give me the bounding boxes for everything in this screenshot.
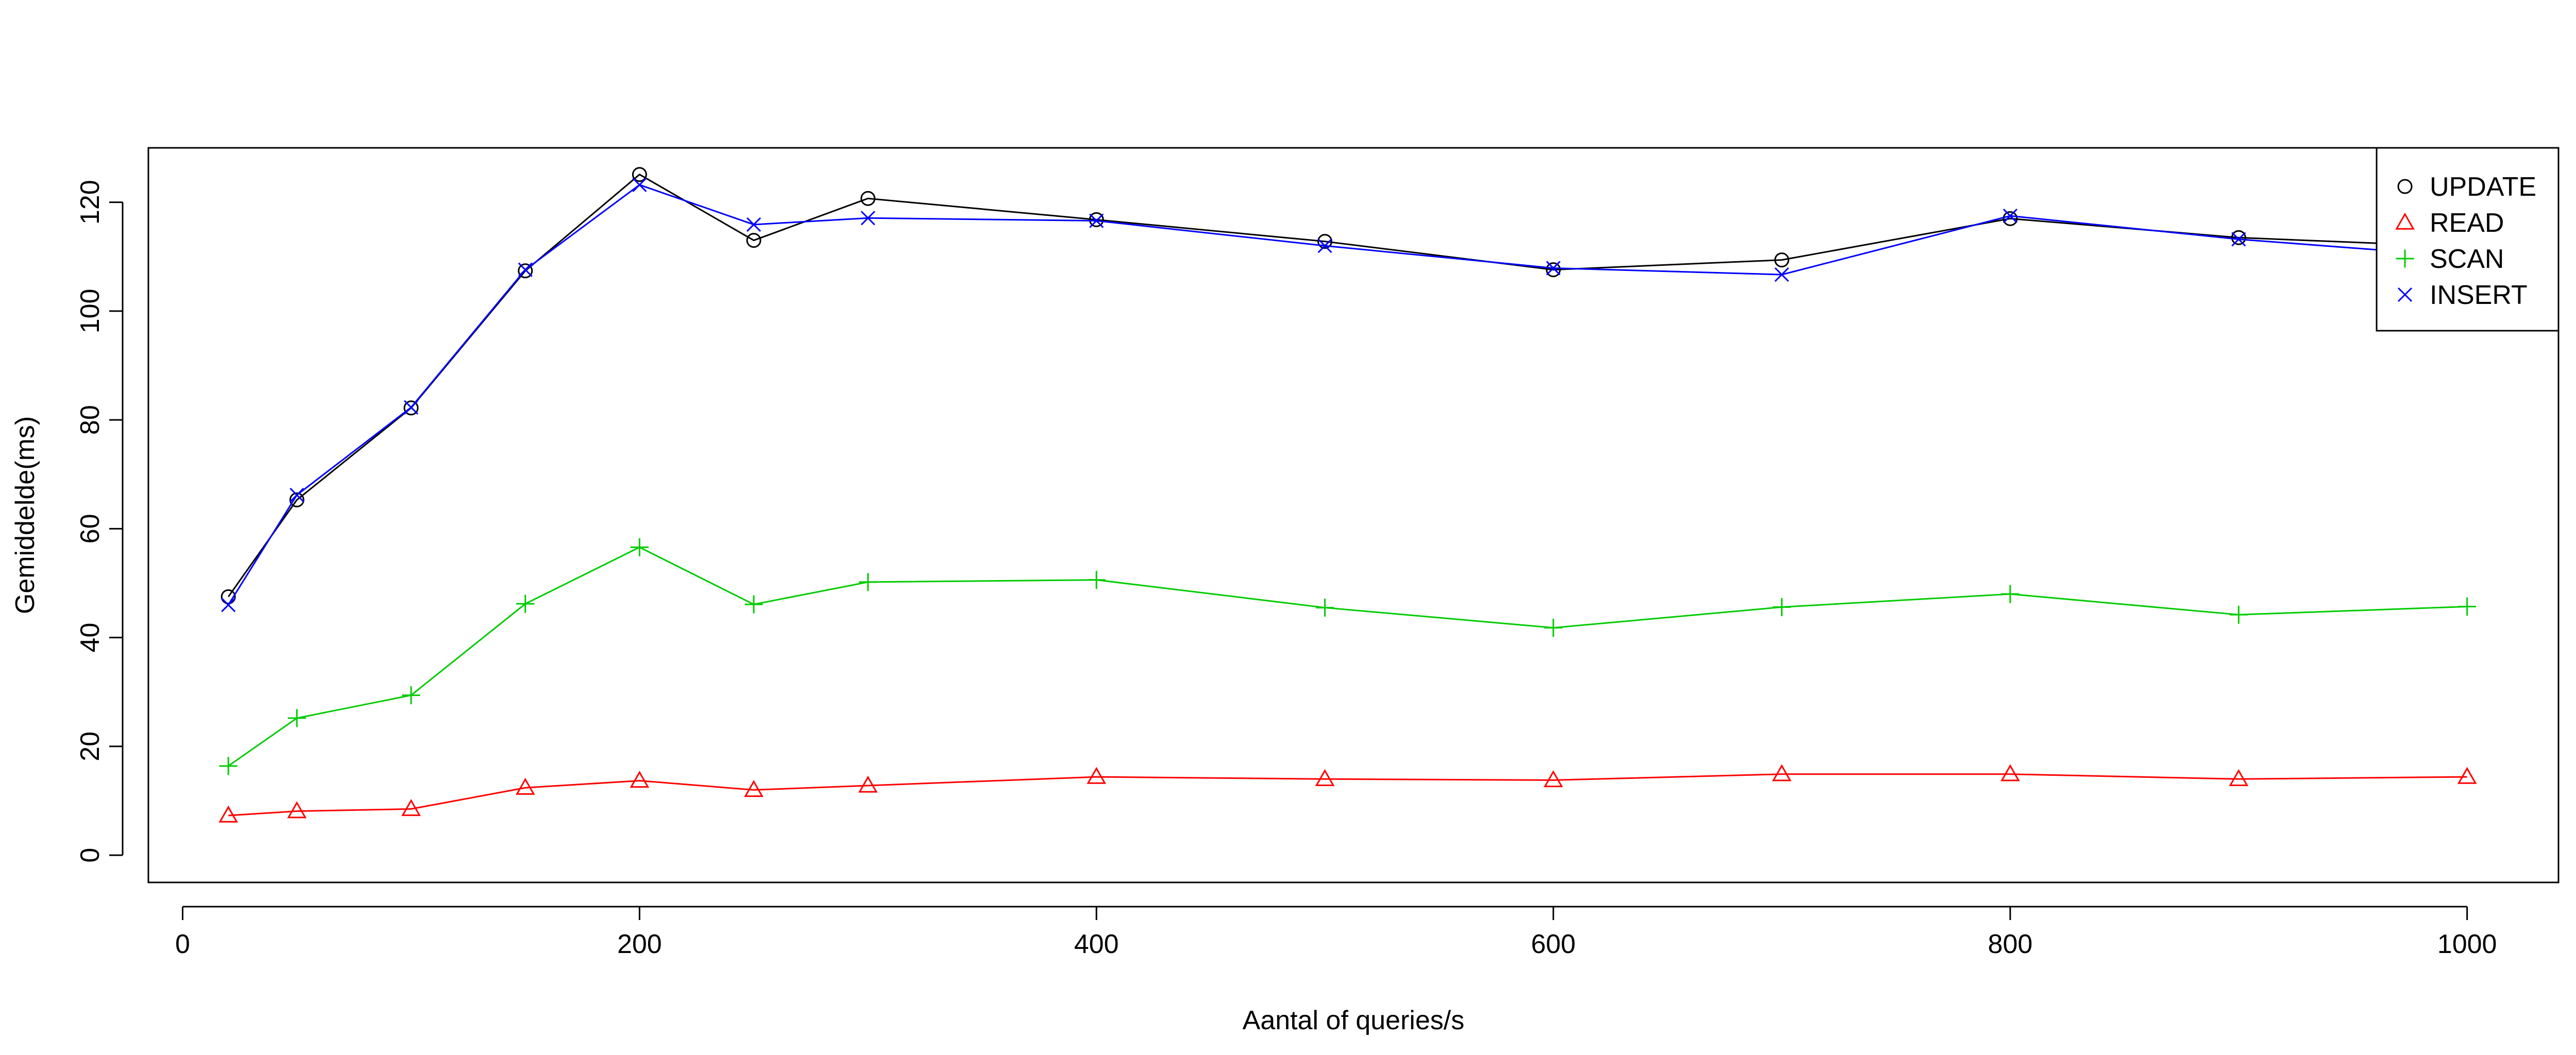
data-point-insert <box>1546 261 1561 276</box>
series-line-insert <box>227 184 2467 606</box>
series-line-read <box>228 773 2467 816</box>
data-point-read <box>1315 769 1335 786</box>
data-point-insert <box>290 487 304 502</box>
series-update <box>221 167 2475 604</box>
y-tick-label: 0 <box>75 848 105 863</box>
y-axis-label: Gemiddelde(ms) <box>10 416 40 614</box>
y-tick-label: 120 <box>75 180 105 225</box>
data-point-scan <box>516 594 535 613</box>
data-point-read <box>287 801 307 819</box>
data-point-insert <box>1774 267 1789 282</box>
legend-item-scan: SCAN <box>2396 244 2504 274</box>
data-point-insert <box>1089 213 1104 228</box>
data-point-scan <box>1316 599 1334 617</box>
data-point-scan <box>2229 605 2248 624</box>
series-line-scan <box>228 546 2467 767</box>
data-point-update <box>746 233 761 248</box>
data-point-scan <box>2001 585 2020 603</box>
data-point-insert <box>1317 239 1332 253</box>
data-point-scan <box>1544 619 1563 637</box>
data-point-scan <box>219 757 238 775</box>
data-point-read <box>401 799 421 816</box>
data-point-read <box>515 777 535 795</box>
legend-marker-update <box>2397 179 2413 194</box>
data-point-scan <box>1087 571 1106 589</box>
legend-marker-scan <box>2396 249 2414 268</box>
data-point-update <box>518 263 533 279</box>
data-point-read <box>1772 764 1792 781</box>
x-tick-label: 0 <box>175 929 190 959</box>
series-insert <box>221 177 2475 612</box>
x-tick-label: 400 <box>1074 929 1119 959</box>
legend: UPDATE READ SCAN INSERT <box>2376 147 2560 332</box>
data-point-update <box>1317 234 1333 249</box>
data-point-read <box>2000 764 2020 781</box>
data-point-insert <box>746 217 761 232</box>
data-point-insert <box>2231 232 2246 247</box>
data-point-update <box>2003 211 2018 226</box>
series-read <box>218 764 2477 823</box>
legend-label-insert: INSERT <box>2430 280 2528 310</box>
data-point-insert <box>221 598 236 612</box>
series-line-update <box>227 173 2467 598</box>
data-point-read <box>1087 767 1106 784</box>
series-layer <box>218 167 2477 823</box>
data-point-scan <box>402 686 420 705</box>
data-point-update <box>2231 230 2246 245</box>
data-point-read <box>2457 767 2477 784</box>
data-point-update <box>1089 212 1104 227</box>
data-point-update <box>1546 262 1561 278</box>
legend-item-read: READ <box>2395 208 2504 238</box>
legend-marker-insert <box>2397 287 2413 302</box>
data-point-update <box>632 167 647 182</box>
axes: 0 200 400 600 800 1000 0 20 40 60 80 100 120 <box>75 147 2560 959</box>
data-point-read <box>1544 770 1563 788</box>
data-point-insert <box>860 211 875 226</box>
data-point-update <box>221 589 236 604</box>
legend-box <box>2376 147 2560 332</box>
data-point-insert <box>403 400 418 415</box>
data-point-scan <box>287 709 306 727</box>
data-point-update <box>860 191 876 206</box>
data-point-update <box>403 400 419 416</box>
data-point-scan <box>859 573 877 591</box>
legend-label-update: UPDATE <box>2430 172 2536 202</box>
plot-frame <box>147 147 2560 883</box>
x-axis-label: Aantal of queries/s <box>1243 1006 1465 1035</box>
data-point-scan <box>744 595 763 614</box>
series-scan <box>219 538 2477 775</box>
data-point-update <box>1774 252 1789 268</box>
y-tick-label: 100 <box>75 289 105 334</box>
data-point-read <box>858 775 878 793</box>
data-point-read <box>744 780 764 797</box>
data-point-insert <box>2003 208 2018 224</box>
data-point-read <box>218 805 239 823</box>
legend-marker-read <box>2395 212 2415 230</box>
y-tick-label: 40 <box>75 623 105 653</box>
data-point-insert <box>632 177 647 192</box>
x-tick-label: 200 <box>617 929 662 959</box>
y-tick-label: 80 <box>75 405 105 435</box>
x-tick-label: 1000 <box>2437 929 2497 959</box>
data-point-scan <box>630 538 649 556</box>
data-point-read <box>630 771 650 788</box>
legend-item-insert: INSERT <box>2397 280 2528 310</box>
x-tick-label: 800 <box>1988 929 2032 959</box>
data-point-insert <box>518 262 533 277</box>
data-point-update <box>289 492 304 507</box>
legend-item-update: UPDATE <box>2397 172 2536 202</box>
data-point-scan <box>2458 597 2477 616</box>
legend-label-read: READ <box>2430 208 2504 238</box>
legend-label-scan: SCAN <box>2430 244 2504 274</box>
y-tick-label: 60 <box>75 514 105 543</box>
data-point-scan <box>1772 598 1791 617</box>
y-tick-label: 20 <box>75 731 105 761</box>
x-tick-label: 600 <box>1531 929 1576 959</box>
data-point-read <box>2229 769 2249 786</box>
